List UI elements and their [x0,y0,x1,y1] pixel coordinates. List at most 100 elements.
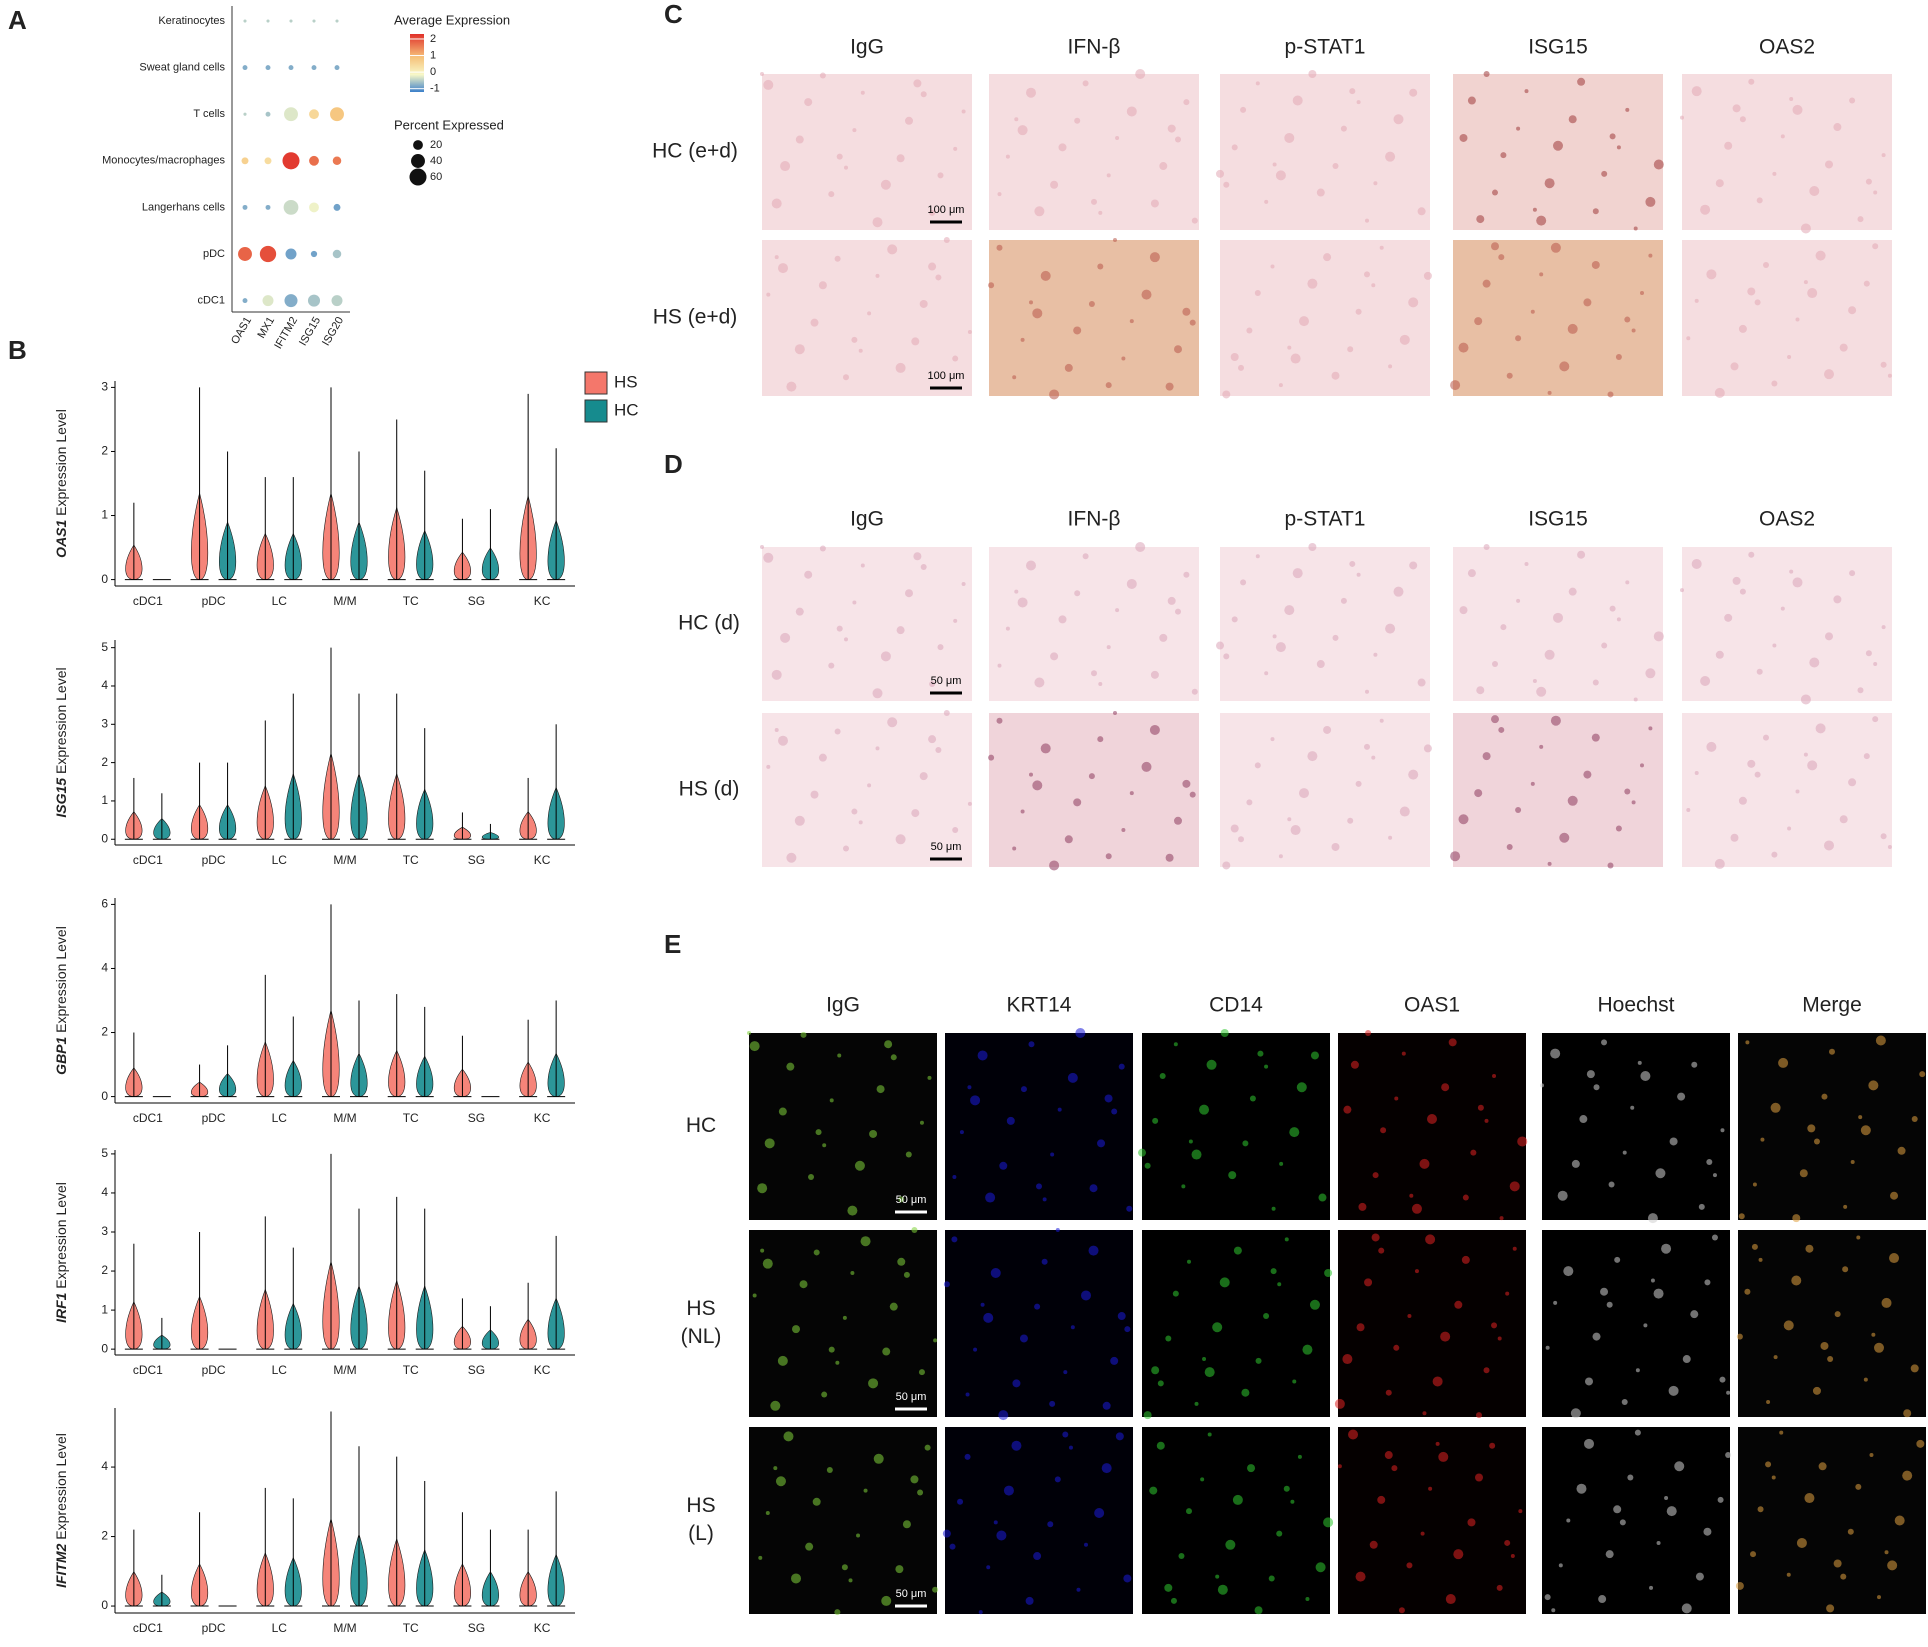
texture [1516,126,1521,131]
texture [1459,606,1468,615]
micrograph [989,713,1199,867]
texture [1791,1275,1802,1286]
col-label: MX1 [255,315,277,341]
texture [1553,1300,1558,1305]
texture [1625,107,1630,112]
texture [1640,763,1644,768]
texture [1026,560,1036,571]
texture [1172,1290,1179,1297]
column-header: OAS1 [1404,994,1460,1017]
x-tick-label: cDC1 [133,1363,163,1377]
texture [1813,1138,1820,1145]
texture [1284,605,1295,616]
texture [1064,835,1073,844]
y-tick-label: 3 [101,716,108,730]
texture [1157,1380,1164,1387]
texture [1598,1595,1607,1604]
size-key [411,154,425,168]
x-tick-label: pDC [202,853,226,867]
texture [1807,1124,1816,1133]
micrograph [1220,547,1430,701]
texture [1129,319,1134,324]
texture [952,1174,957,1179]
texture [876,1085,885,1094]
texture [1113,711,1117,715]
texture [1411,1203,1422,1214]
texture [1530,781,1535,786]
texture [1649,1585,1654,1590]
texture [1240,106,1247,113]
texture [1094,1508,1105,1519]
texture [847,1205,858,1216]
x-tick-label: pDC [202,1363,226,1377]
texture [1277,1282,1282,1287]
texture [1450,851,1461,862]
texture [1167,124,1176,133]
texture [1231,616,1238,623]
texture [1073,798,1082,807]
texture [1674,1461,1685,1472]
texture [1393,1344,1400,1351]
texture [766,764,771,769]
texture [999,1161,1008,1170]
texture [980,1302,985,1307]
texture [1635,1368,1640,1373]
texture [1017,597,1028,608]
texture [780,632,791,643]
texture [1855,1483,1862,1490]
texture [1029,772,1033,777]
texture [1399,806,1410,817]
texture [1792,577,1803,588]
x-tick-label: pDC [202,594,226,608]
texture [1540,1083,1544,1088]
x-tick-label: KC [534,594,551,608]
texture [1385,1389,1392,1396]
texture [1126,578,1137,589]
label: Expression Level [53,409,69,516]
texture [1290,1499,1295,1504]
texture [919,299,928,308]
texture [1631,328,1636,333]
texture [1216,169,1224,178]
texture [1821,1093,1828,1100]
texture [1825,632,1833,641]
size-key [409,168,427,186]
texture [993,1520,998,1525]
texture [1881,153,1886,158]
texture [1331,371,1340,380]
texture [1833,1559,1842,1568]
texture [1498,254,1505,261]
texture [1240,579,1247,586]
texture [1181,1184,1186,1189]
texture [1704,1279,1711,1286]
gene: GBP1 [53,1036,69,1074]
texture [1307,751,1318,762]
texture [821,1391,828,1398]
texture [1182,307,1191,316]
gene: IRF1 [53,1292,69,1323]
texture [1036,1183,1042,1190]
texture [1824,369,1834,380]
row-label: HS (e+d) [653,306,738,329]
texture [851,336,858,343]
texture [1194,1401,1199,1406]
texture [852,128,857,133]
panel-label: D [664,449,683,479]
texture [771,669,782,680]
texture [1308,70,1317,78]
texture [1349,88,1356,95]
texture [1290,825,1301,836]
texture [1558,1563,1563,1568]
texture [1532,207,1537,212]
texture [1115,135,1120,140]
texture [1279,1161,1284,1166]
y-tick-label: 4 [101,1185,108,1199]
texture [1003,1485,1014,1496]
texture [1215,1574,1220,1579]
dot [289,19,293,23]
texture [1264,1064,1269,1069]
texture [1779,1430,1784,1435]
texture [1123,1574,1132,1583]
texture [1033,1552,1042,1561]
texture [1615,354,1622,360]
